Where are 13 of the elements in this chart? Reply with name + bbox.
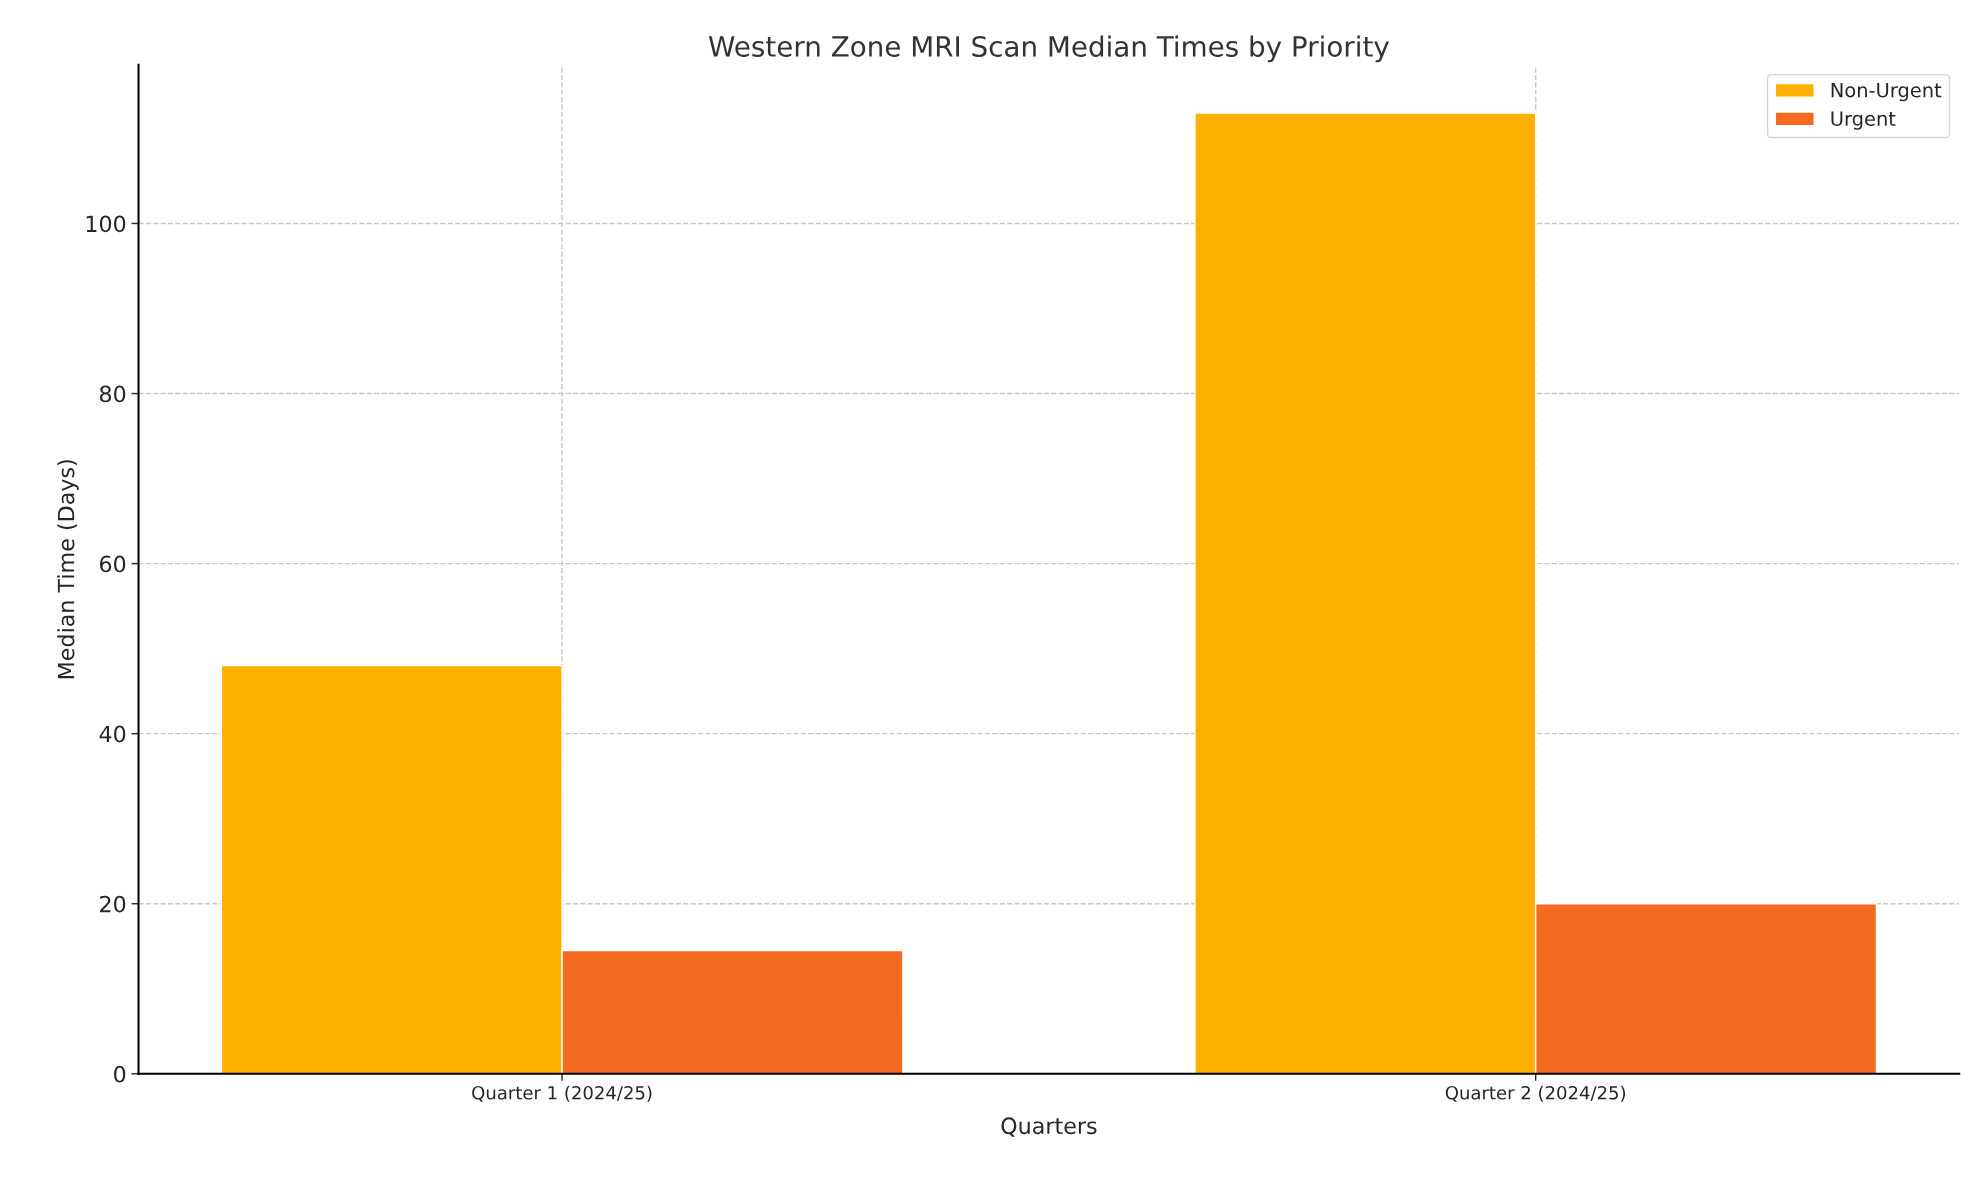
y-tick-label: 0 [114,1065,126,1083]
y-tick-label: 40 [99,725,126,743]
x-axis-title: Quarters [1001,1117,1097,1137]
legend-label: Non-Urgent [1831,83,1942,102]
legend-label: Urgent [1831,111,1896,130]
x-tick-label: Quarter 1 (2024/25) [472,1085,652,1102]
y-tick-label: 60 [100,555,126,573]
y-tick-label: 20 [100,895,126,913]
y-axis-title: Median Time (Days) [57,460,79,679]
chart-title: Western Zone MRI Scan Median Times by Priority [708,35,1389,63]
x-tick-label: Quarter 2 (2024/25) [1445,1085,1626,1102]
y-tick-label: 100 [86,215,126,233]
y-tick-label: 80 [99,385,126,403]
